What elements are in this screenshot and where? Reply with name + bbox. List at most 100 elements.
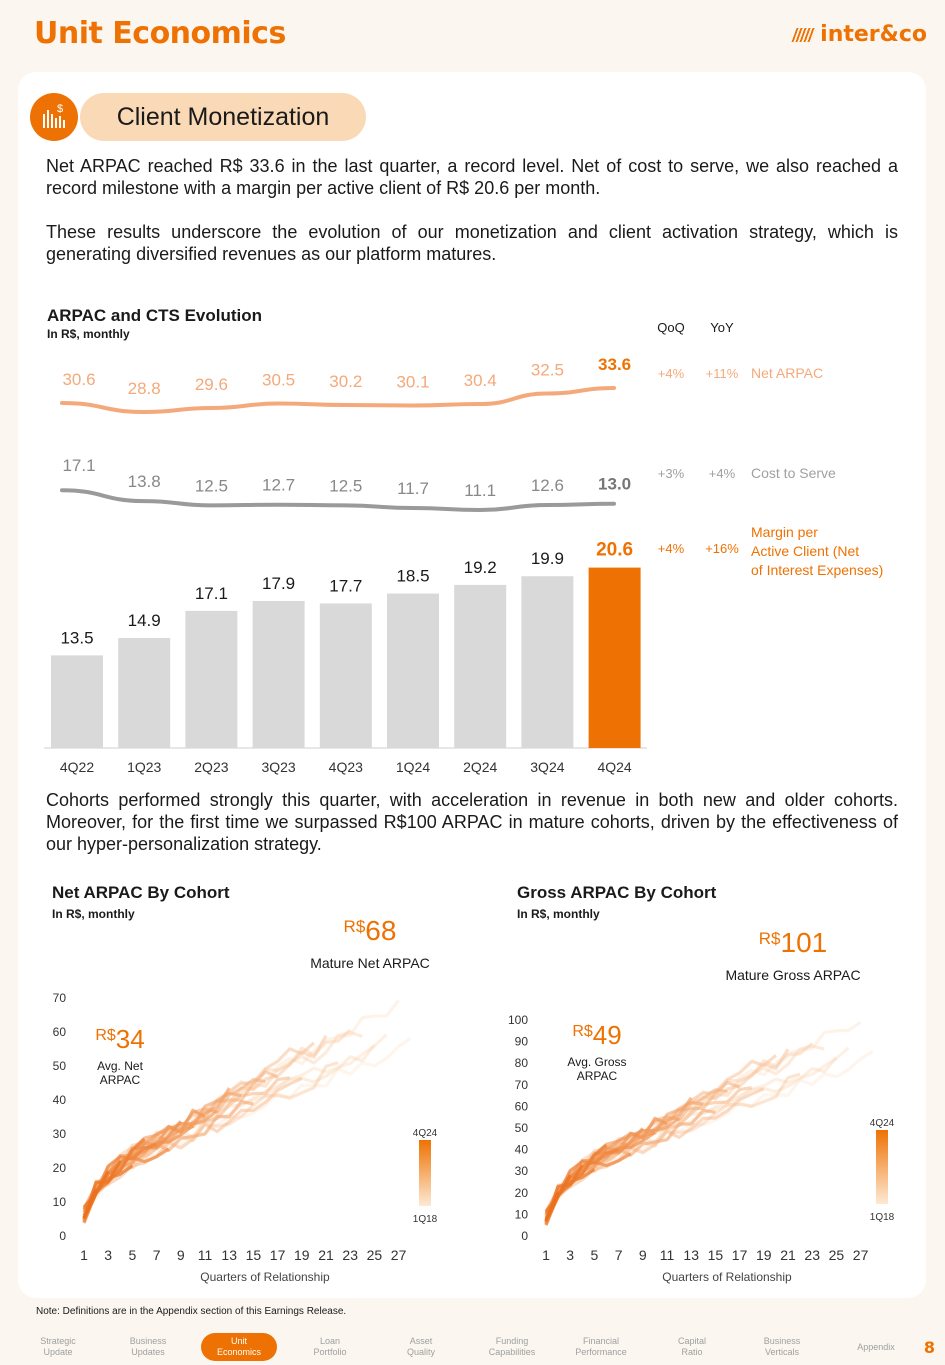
nav-tab-label: Business Updates [130,1336,167,1358]
x-tick: 15 [246,1247,262,1263]
cohort-line [544,1116,681,1223]
margin-bar-3Q23 [252,600,305,748]
x-tick: 3 [566,1247,574,1263]
legend-margin-l2: Active Client (Net [751,543,859,559]
legend-top-label: 4Q24 [413,1128,438,1139]
mature-value: R$68 [344,915,397,946]
y-tick: 30 [515,1164,529,1178]
nav-label-line1: Strategic [40,1336,76,1346]
x-tick: 3 [104,1247,112,1263]
x-tick: 19 [294,1247,310,1263]
arpac-label-4Q24: 33.6 [598,355,631,374]
x-tick-1Q24: 1Q24 [396,759,430,775]
avg-label-l2: ARPAC [100,1073,141,1087]
chart-subtitle-net-cohort: In R$, monthly [52,907,135,921]
margin-bar-1Q23 [118,638,171,748]
nav-tab-label: Business Verticals [764,1336,801,1358]
margin-label-4Q22: 13.5 [60,628,93,647]
net-arpac-line [60,386,616,415]
mature-label: Mature Gross ARPAC [725,967,860,983]
nav-label-line1: Business [763,1336,801,1346]
currency-sign: R$ [95,1027,116,1044]
nav-tab-loan-portfolio[interactable]: Loan Portfolio [292,1333,368,1361]
cohort-line [544,1192,560,1222]
nav-tab-funding-capabilities[interactable]: Funding Capabilities [474,1333,550,1361]
nav-label-line1: Capital [677,1336,706,1346]
arpac-label-1Q23: 28.8 [128,379,161,398]
logo-stripes-icon [791,27,817,42]
footnote: Note: Definitions are in the Appendix se… [36,1306,347,1317]
legend-bottom-label: 1Q18 [413,1214,438,1225]
cts-label-4Q24: 13.0 [598,475,631,494]
x-tick: 7 [615,1247,623,1263]
x-tick: 25 [829,1247,845,1263]
section-label: Client Monetization [80,93,366,141]
y-tick: 50 [53,1059,67,1073]
cost-to-serve-line [60,488,616,513]
nav-label-line1: Financial [582,1336,620,1346]
currency-sign: R$ [759,929,781,948]
nav-tab-asset-quality[interactable]: Asset Quality [383,1333,459,1361]
arpac-label-2Q23: 29.6 [195,375,228,394]
nav-tab-business-verticals[interactable]: Business Verticals [744,1333,820,1361]
x-axis-label: Quarters of Relationship [200,1270,330,1284]
y-tick: 20 [515,1186,529,1200]
nav-tab-strategic-update[interactable]: Strategic Update [20,1333,96,1361]
margin-bar-2Q24 [454,584,507,748]
nav-tab-appendix[interactable]: Appendix [838,1333,914,1361]
svg-text:$: $ [57,103,63,115]
x-tick: 23 [342,1247,358,1263]
nav-label-line1: Funding [495,1336,529,1346]
nav-label-line1: Business [129,1336,167,1346]
x-tick: 9 [639,1247,647,1263]
nav-tab-label: Funding Capabilities [489,1336,536,1358]
currency-sign: R$ [572,1023,593,1040]
y-tick: 100 [508,1013,528,1027]
cts-label-3Q24: 12.6 [531,476,564,495]
chart-subtitle-gross-cohort: In R$, monthly [517,907,600,921]
nav-tab-financial-performance[interactable]: Financial Performance [563,1333,639,1361]
cohort-gradient-legend [876,1130,888,1204]
margin-bar-4Q24 [588,567,641,748]
y-tick: 70 [53,991,67,1005]
nav-tab-unit-economics[interactable]: Unit Economics [201,1333,277,1361]
x-tick: 21 [780,1247,796,1263]
y-tick: 60 [53,1025,67,1039]
x-tick-2Q24: 2Q24 [463,759,497,775]
nav-label-line2: Portfolio [313,1347,347,1357]
x-tick: 21 [318,1247,334,1263]
margin-bar-3Q24 [521,576,574,748]
nav-tab-business-updates[interactable]: Business Updates [110,1333,186,1361]
x-tick: 11 [198,1247,213,1263]
arpac-label-4Q22: 30.6 [62,370,95,389]
arpac-qoq: +4% [658,366,685,381]
arpac-label-3Q23: 30.5 [262,371,295,390]
logo-text: inter&co [820,22,927,47]
y-tick: 80 [515,1056,529,1070]
y-tick: 20 [53,1161,67,1175]
avg-label-l1: Avg. Gross [567,1055,626,1069]
margin-label-2Q24: 19.2 [464,558,497,577]
margin-label-3Q23: 17.9 [262,574,295,593]
page-title: Unit Economics [34,16,286,51]
margin-label-1Q24: 18.5 [396,567,429,586]
chart-title-arpac: ARPAC and CTS Evolution [47,306,263,325]
cts-qoq: +3% [658,466,685,481]
cts-label-4Q23: 12.5 [329,476,362,495]
legend-net-arpac: Net ARPAC [751,365,823,381]
margin-label-1Q23: 14.9 [128,611,161,630]
margin-label-4Q23: 17.7 [329,576,362,595]
nav-tab-capital-ratio[interactable]: Capital Ratio [654,1333,730,1361]
page-number: 8 [923,1338,935,1357]
nav-tab-label: Financial Performance [575,1336,627,1358]
avg-number: 34 [116,1024,145,1054]
x-tick-3Q23: 3Q23 [261,759,295,775]
x-tick: 5 [591,1247,599,1263]
x-tick: 1 [80,1247,88,1263]
x-tick: 17 [732,1247,748,1263]
cohort-line [544,1108,716,1224]
margin-label-4Q24: 20.6 [596,540,633,561]
margin-label-2Q23: 17.1 [195,584,228,603]
cohort-line [82,1189,98,1219]
